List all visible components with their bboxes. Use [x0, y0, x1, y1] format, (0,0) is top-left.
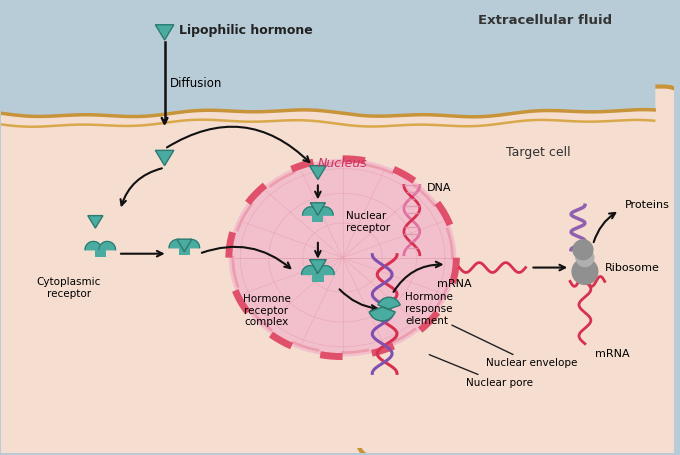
Bar — [312, 274, 324, 282]
FancyBboxPatch shape — [358, 86, 680, 455]
Polygon shape — [177, 239, 192, 252]
Circle shape — [573, 240, 593, 260]
Polygon shape — [99, 242, 116, 250]
Polygon shape — [309, 260, 326, 273]
Text: Lipophilic hormone: Lipophilic hormone — [180, 24, 313, 37]
Text: Nuclear pore: Nuclear pore — [429, 354, 533, 388]
Text: Target cell: Target cell — [506, 147, 571, 159]
Circle shape — [572, 258, 598, 284]
Polygon shape — [301, 266, 320, 274]
Bar — [95, 250, 106, 257]
Text: Cytoplasmic
receptor: Cytoplasmic receptor — [37, 278, 101, 299]
Text: Nuclear envelope: Nuclear envelope — [452, 325, 577, 369]
Polygon shape — [316, 266, 334, 274]
Polygon shape — [85, 242, 102, 250]
Text: mRNA: mRNA — [595, 349, 630, 359]
Text: DNA: DNA — [426, 183, 451, 193]
Polygon shape — [183, 239, 200, 248]
Wedge shape — [369, 307, 395, 321]
Polygon shape — [155, 25, 174, 40]
Polygon shape — [155, 150, 174, 166]
Text: Proteins: Proteins — [624, 200, 669, 210]
Polygon shape — [303, 207, 320, 215]
Text: Hormone
receptor
complex: Hormone receptor complex — [243, 294, 290, 328]
Circle shape — [576, 249, 594, 267]
Polygon shape — [310, 203, 326, 215]
Text: Nucleus: Nucleus — [318, 157, 367, 170]
Ellipse shape — [229, 159, 456, 357]
Wedge shape — [378, 297, 401, 309]
Polygon shape — [169, 239, 186, 248]
Text: mRNA: mRNA — [437, 279, 471, 289]
Text: Nuclear
receptor: Nuclear receptor — [345, 211, 390, 233]
Polygon shape — [88, 216, 103, 228]
Polygon shape — [316, 207, 333, 215]
Polygon shape — [309, 166, 326, 180]
Text: Diffusion: Diffusion — [169, 77, 222, 90]
Bar — [312, 215, 324, 222]
Bar — [1, 111, 397, 448]
Text: Ribosome: Ribosome — [605, 263, 660, 273]
Bar — [1, 2, 674, 116]
Bar — [179, 248, 190, 255]
Text: Extracellular fluid: Extracellular fluid — [478, 14, 613, 27]
Bar — [1, 111, 674, 453]
Text: Hormone
response
element: Hormone response element — [405, 293, 453, 326]
